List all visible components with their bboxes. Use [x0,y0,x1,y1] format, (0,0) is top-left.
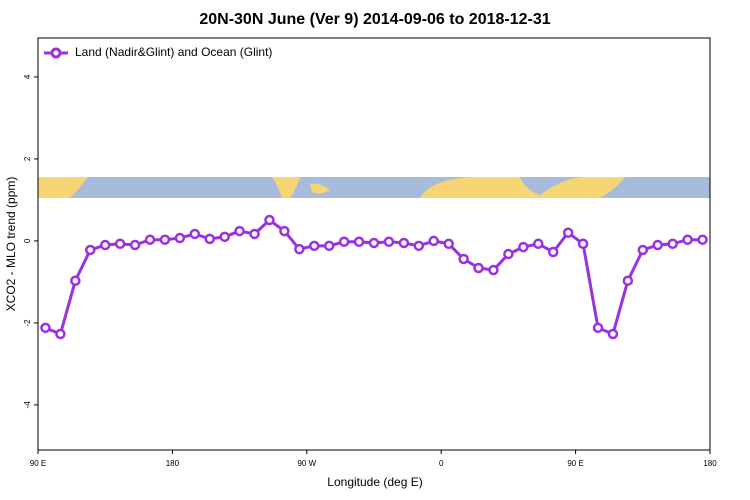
x-axis-label: Longitude (deg E) [327,475,422,489]
x-tick-label: 90 E [567,459,583,468]
point [398,237,410,249]
point [129,239,141,251]
series-line [44,218,703,337]
x-tick-label: 90 W [297,459,316,468]
point [547,246,559,258]
point [55,328,66,340]
x-tick-label: 0 [439,459,444,468]
y-tick-label: 0 [23,238,32,243]
point [383,236,395,247]
point [144,234,156,245]
point [204,233,215,245]
point [70,275,81,286]
point [458,253,469,265]
point [622,275,634,286]
point [592,322,604,334]
point [353,236,365,247]
point [443,238,454,250]
legend-marker [50,47,62,59]
chart-title: 20N-30N June (Ver 9) 2014-09-06 to 2018-… [199,11,550,28]
point [114,238,126,250]
x-tick-label: 180 [703,459,717,468]
map-strip [38,177,710,198]
point [667,238,678,250]
point [652,239,663,251]
point [682,234,693,245]
y-tick-label: 4 [23,74,32,79]
point [413,240,425,252]
point [607,328,619,340]
point [473,262,484,274]
point [234,225,245,237]
legend-label: Land (Nadir&Glint) and Ocean (Glint) [75,45,272,59]
point [697,234,708,245]
point [99,239,111,251]
legend: Land (Nadir&Glint) and Ocean (Glint) [44,45,272,59]
y-tick-label: 2 [23,156,32,161]
y-axis-label: XCO2 - MLO trend (ppm) [4,177,18,312]
point [264,214,275,226]
point [503,248,514,260]
point [368,237,380,249]
point [294,243,305,255]
point [249,228,260,240]
point [338,236,350,247]
point [219,231,230,243]
point [279,225,290,237]
point [577,238,589,250]
point [85,244,96,256]
point [159,234,171,245]
point [189,228,201,240]
x-tick-label: 180 [166,459,180,468]
point [562,227,574,238]
point [637,244,649,256]
point [174,232,186,244]
x-tick-label: 90 E [30,459,46,468]
point [518,241,529,253]
point [323,240,335,252]
plot-frame [37,37,711,451]
y-tick-label: -4 [23,401,32,409]
point [488,264,499,276]
point [309,240,320,252]
point [40,322,51,334]
point [428,235,439,247]
y-tick-label: -2 [23,319,32,327]
point [533,238,544,250]
